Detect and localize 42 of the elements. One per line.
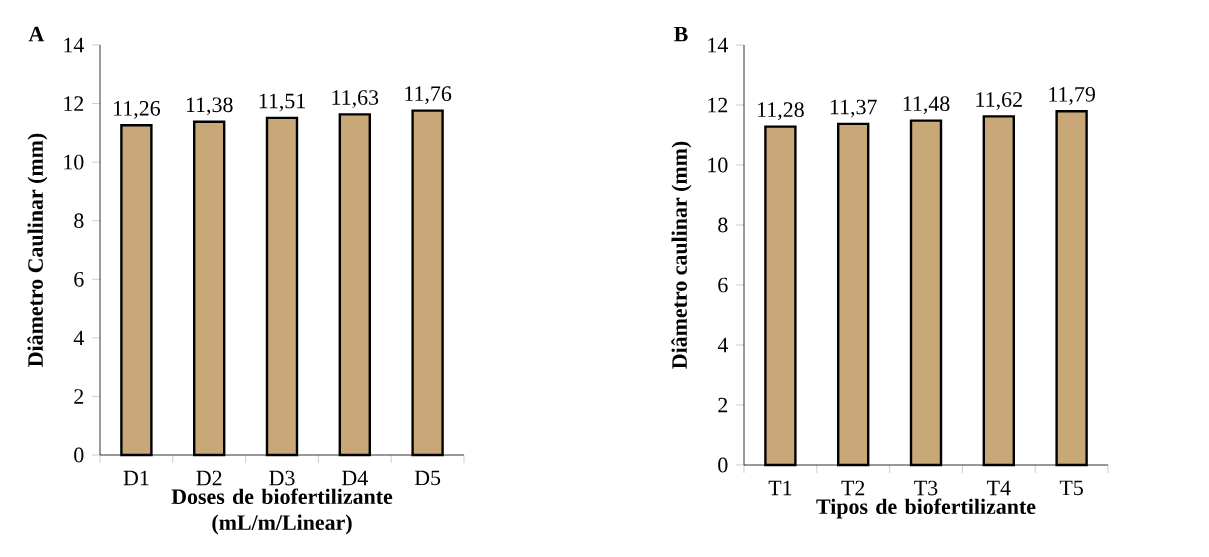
y-tick-label: 8 (74, 213, 84, 229)
y-tick-label: 14 (64, 37, 84, 53)
y-tick-label: 0 (718, 457, 728, 473)
x-tick-label: T4 (987, 480, 1011, 496)
x-tick-label: D5 (414, 470, 441, 486)
x-tick-label: T1 (768, 480, 792, 496)
x-tick-label: D1 (123, 470, 149, 486)
y-tick-label: 2 (718, 397, 728, 413)
data-label: 11,37 (830, 99, 877, 118)
x-tick-label: T2 (841, 480, 865, 496)
x-axis-title: Tipos de biofertilizante (816, 498, 1036, 519)
y-tick-label: 6 (718, 277, 728, 293)
y-tick-label: 10 (64, 154, 84, 170)
x-tick-label: T3 (914, 480, 938, 496)
data-label: 11,28 (758, 102, 804, 121)
y-axis-title: Diâmetro Caulinar (mm) (27, 133, 48, 367)
data-label: 11,26 (114, 100, 161, 119)
y-tick-label: 4 (717, 337, 728, 353)
y-tick-label: 8 (718, 217, 728, 233)
x-axis-title: Doses de biofertilizante (mL/m/Linear) (171, 488, 393, 535)
y-tick-label: 2 (74, 389, 84, 404)
data-label: 11,79 (1049, 87, 1095, 105)
y-axis-title: Diâmetro caulinar (mm) (671, 141, 692, 369)
y-tick-label: 4 (73, 330, 84, 346)
y-tick-label: 12 (64, 96, 84, 111)
y-tick-label: 6 (74, 271, 84, 287)
y-tick-label: 0 (74, 447, 84, 463)
y-tick-label: 10 (708, 157, 728, 173)
x-tick-label: D2 (196, 470, 222, 486)
data-label: 11,48 (903, 96, 950, 115)
x-tick-label: D4 (342, 470, 368, 486)
chart-title: A (28, 26, 45, 42)
y-tick-label: 12 (708, 97, 728, 113)
data-label: 11,76 (405, 86, 452, 105)
x-tick-label: D3 (269, 470, 295, 486)
y-tick-label: 14 (708, 37, 728, 53)
data-label: 11,38 (186, 97, 233, 116)
data-label: 11,51 (259, 93, 305, 112)
data-label: 11,63 (332, 90, 379, 109)
chart-title: B (674, 26, 688, 42)
x-tick-label: T5 (1059, 480, 1083, 496)
data-label: 11,62 (976, 92, 1022, 110)
